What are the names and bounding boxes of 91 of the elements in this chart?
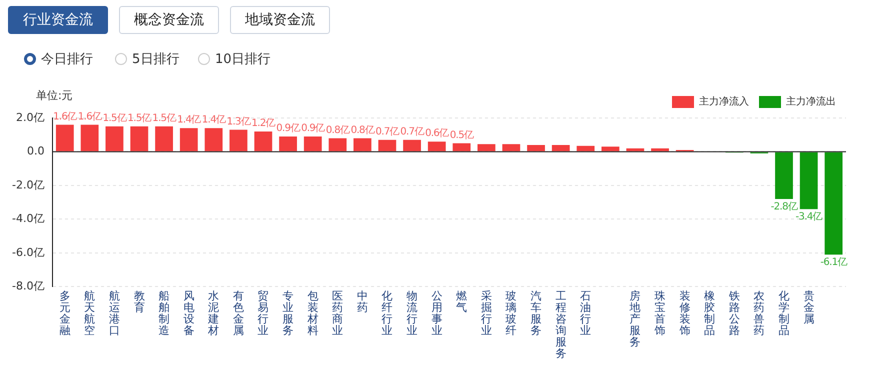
data-label: 0.7亿: [375, 126, 400, 138]
bar: [502, 144, 520, 152]
data-label: 1.2亿: [251, 118, 276, 130]
x-tick-label: 教育: [134, 289, 145, 314]
x-tick-label: 风电设备: [183, 289, 194, 337]
x-tick-label: 化纤行业: [382, 289, 393, 337]
data-label: 1.5亿: [152, 113, 176, 124]
x-tick-label: 装修装饰: [678, 289, 690, 337]
bar: [180, 128, 198, 152]
text: 5日排行: [132, 51, 180, 68]
legend-label: 主力净流出: [786, 96, 836, 108]
bar: [354, 138, 372, 152]
bar: [527, 144, 545, 152]
x-tick-label: 珠宝首饰: [654, 289, 666, 337]
x-tick-label: 船舶制造: [158, 289, 170, 337]
data-label: 1.4亿: [177, 114, 202, 126]
x-tick-label: 贵金属: [803, 289, 814, 326]
bar: [80, 124, 99, 152]
bar: [106, 126, 124, 152]
bar: [130, 126, 148, 152]
bar: [56, 124, 74, 152]
y-tick-label: 2.0亿: [16, 110, 44, 124]
text: 单位:元: [36, 88, 73, 103]
y-tick-label: -2.0亿: [12, 178, 44, 192]
data-label: -6.1亿: [820, 257, 848, 268]
bar: [824, 152, 843, 255]
x-tick-label: 包装材料: [306, 289, 318, 337]
bar: [478, 144, 496, 152]
x-tick-label: 多元金融: [59, 289, 70, 337]
bar: [304, 136, 322, 152]
bar: [378, 140, 396, 152]
bar: [328, 138, 347, 152]
x-tick-label: 有色金属: [232, 289, 244, 337]
data-label: 1.5亿: [128, 113, 152, 124]
x-tick-label: 贸易行业: [258, 289, 269, 337]
x-tick-label: 农药兽药: [754, 289, 765, 337]
bar: [452, 143, 471, 152]
x-tick-label: 汽车服务: [530, 289, 542, 337]
x-tick-label: 水泥建材: [207, 289, 220, 337]
x-tick-label: 采掘行业: [480, 289, 492, 337]
data-label: 1.5亿: [102, 113, 127, 124]
x-tick-label: 铁路公路: [728, 289, 740, 337]
bar: [428, 142, 446, 152]
x-tick-label: 工程咨询服务: [555, 289, 566, 360]
x-tick-label: 公用事业: [431, 289, 442, 337]
data-label: 0.6亿: [425, 128, 450, 140]
legend-label: 主力净流入: [699, 96, 749, 108]
x-tick-label: 航运港口: [108, 289, 120, 337]
data-label: 0.5亿: [450, 130, 474, 141]
bar: [576, 146, 595, 152]
text: 10日排行: [215, 51, 271, 68]
bar: [403, 140, 421, 152]
bar: [204, 128, 223, 152]
data-label: -2.8亿: [770, 202, 798, 213]
data-label: 1.6亿: [53, 111, 78, 122]
y-tick-label: -4.0亿: [12, 212, 44, 226]
x-tick-label: 专业服务: [282, 289, 294, 337]
x-tick-label: 橡胶制品: [704, 289, 716, 337]
bar: [800, 152, 818, 210]
x-tick-label: 房地产服务: [628, 289, 641, 349]
x-tick-label: 玻璃玻纤: [506, 289, 517, 337]
x-tick-label: 石油行业: [580, 289, 592, 337]
data-label: -3.4亿: [796, 212, 823, 223]
x-tick-label: 物流行业: [406, 289, 418, 337]
text: 今日排行: [41, 51, 93, 68]
bar: [601, 146, 620, 152]
data-label: 1.3亿: [226, 116, 251, 128]
bar: [775, 152, 793, 199]
x-tick-label: 燃气: [456, 289, 468, 314]
bar: [155, 126, 173, 152]
y-tick-label: -8.0亿: [12, 280, 44, 293]
data-label: 0.7亿: [400, 126, 424, 138]
x-tick-label: 医药商业: [332, 289, 344, 337]
data-label: 1.6亿: [78, 111, 102, 122]
data-label: 0.8亿: [350, 124, 375, 136]
data-label: 0.8亿: [326, 124, 350, 136]
data-label: 0.9亿: [276, 123, 300, 134]
x-tick-label: 中药: [356, 289, 368, 314]
bar: [254, 131, 272, 152]
y-tick-label: -6.0亿: [12, 246, 44, 259]
y-tick-label: 0.0: [26, 144, 44, 158]
text: 行业资金流: [8, 6, 108, 34]
text: 概念资金流: [119, 6, 219, 34]
x-tick-label: 化学制品: [778, 289, 790, 337]
bar: [552, 144, 570, 152]
data-label: 0.9亿: [301, 123, 326, 134]
bar: [230, 130, 248, 152]
data-label: 1.4亿: [202, 114, 226, 126]
x-tick-label: 航天航空: [84, 289, 96, 337]
bar: [279, 136, 297, 152]
text: 地域资金流: [230, 6, 330, 34]
